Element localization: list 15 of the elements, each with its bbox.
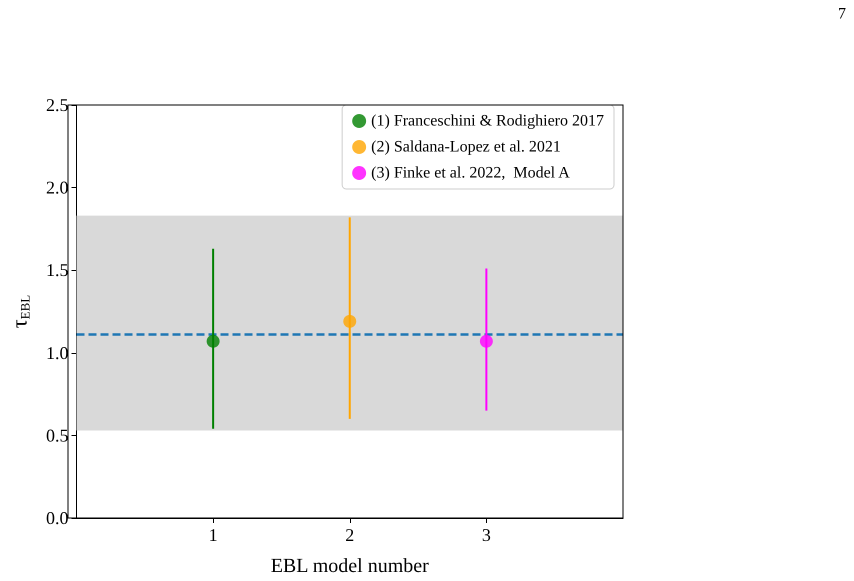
y-tick-label: 2.5 <box>46 95 68 115</box>
x-tick-label: 3 <box>482 525 491 545</box>
y-tick-label: 2.0 <box>46 178 68 198</box>
y-tick-label: 0.5 <box>46 425 68 446</box>
legend-label: (2) Saldana-Lopez et al. 2021 <box>371 138 561 156</box>
x-tick-label: 2 <box>345 525 354 545</box>
y-tick-label: 1.5 <box>46 260 68 280</box>
legend-label: (1) Franceschini & Rodighiero 2017 <box>371 112 604 130</box>
y-tick-label: 1.0 <box>46 342 68 363</box>
legend-label: (3) Finke et al. 2022, Model A <box>371 164 570 182</box>
text: 7 <box>838 6 846 22</box>
x-axis-title: EBL model number <box>270 555 430 577</box>
x-tick-label: 1 <box>208 525 218 545</box>
y-axis-title: τEBL <box>6 294 32 328</box>
y-tick-label: 0.0 <box>46 508 68 528</box>
